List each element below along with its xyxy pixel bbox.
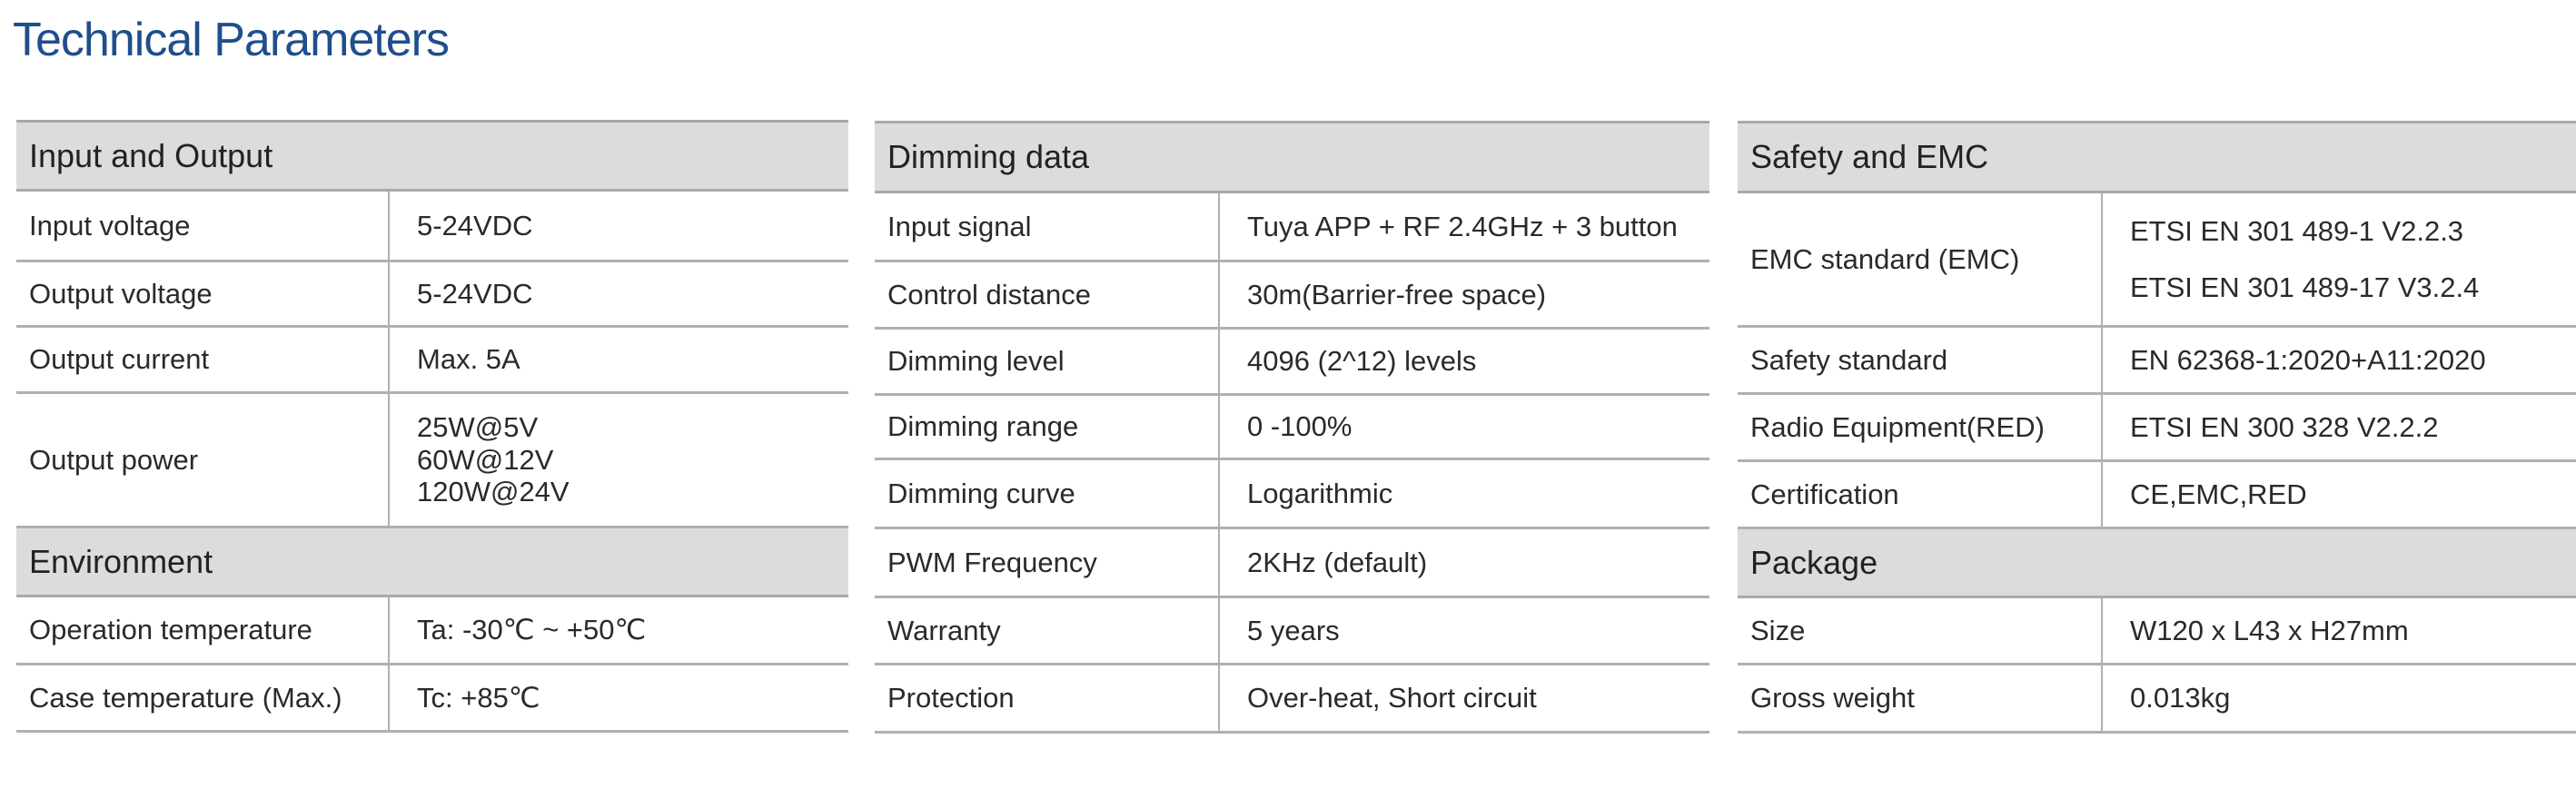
param-label: Warranty [875,598,1220,663]
table-row: Dimming level 4096 (2^12) levels [875,330,1709,396]
param-value: EN 62368-1:2020+A11:2020 [2130,343,2486,376]
table-row: Certification CE,EMC,RED [1738,462,2576,529]
param-label: Safety standard [1738,328,2103,392]
table-row: Warranty 5 years [875,598,1709,665]
param-value: ETSI EN 301 489-1 V2.2.3 ETSI EN 301 489… [2103,193,2479,325]
section-header-safety-emc: Safety and EMC [1738,123,2576,193]
table-row: Dimming curve Logarithmic [875,460,1709,529]
param-value: Tc: +85℃ [417,681,540,714]
table-row: Size W120 x L43 x H27mm [1738,598,2576,665]
param-value: Max. 5A [417,343,520,376]
param-value: 4096 (2^12) levels [1247,345,1477,378]
param-label: PWM Frequency [875,529,1220,596]
param-label: Dimming range [875,396,1220,458]
param-label: Output power [16,394,390,526]
param-value: 0 -100% [1247,410,1352,443]
param-value: ETSI EN 300 328 V2.2.2 [2130,410,2439,443]
table-row: Input voltage 5-24VDC [16,192,848,262]
param-label: Input voltage [16,192,390,260]
param-label: Protection [875,665,1220,731]
table-row: EMC standard (EMC) ETSI EN 301 489-1 V2.… [1738,193,2576,328]
table-row: Control distance 30m(Barrier-free space) [875,262,1709,330]
table-row: Output voltage 5-24VDC [16,262,848,328]
section-header-dimming: Dimming data [875,123,1709,193]
param-value: Logarithmic [1247,477,1393,509]
param-value: CE,EMC,RED [2130,478,2307,510]
param-value: 5-24VDC [417,209,533,241]
param-label: Output voltage [16,262,390,325]
param-value: 5 years [1247,614,1340,646]
input-output-table: Input and Output Input voltage 5-24VDC O… [16,120,848,733]
param-label: Case temperature (Max.) [16,665,390,730]
table-row: Gross weight 0.013kg [1738,665,2576,734]
param-value-line: ETSI EN 301 489-1 V2.2.3 [2130,214,2464,247]
table-row: Dimming range 0 -100% [875,396,1709,460]
table-row: Output current Max. 5A [16,328,848,394]
param-label: Control distance [875,262,1220,327]
param-value: 5-24VDC [417,277,533,310]
table-row: Input signal Tuya APP + RF 2.4GHz + 3 bu… [875,193,1709,262]
param-label: Input signal [875,193,1220,260]
param-label: Size [1738,598,2103,663]
table-row: Safety standard EN 62368-1:2020+A11:2020 [1738,328,2576,395]
section-header-input-output: Input and Output [16,123,848,192]
param-value: W120 x L43 x H27mm [2130,614,2409,646]
param-value: Ta: -30℃ ~ +50℃ [417,614,647,646]
table-row: Protection Over-heat, Short circuit [875,665,1709,734]
param-label: Certification [1738,462,2103,527]
param-label: Dimming level [875,330,1220,393]
param-value: 0.013kg [2130,682,2231,714]
dimming-table: Dimming data Input signal Tuya APP + RF … [875,121,1709,734]
safety-emc-table: Safety and EMC EMC standard (EMC) ETSI E… [1738,121,2576,734]
section-header-environment: Environment [16,528,848,597]
table-row: Case temperature (Max.) Tc: +85℃ [16,665,848,733]
param-value: Over-heat, Short circuit [1247,682,1537,714]
param-value-line: ETSI EN 301 489-17 V3.2.4 [2130,271,2480,303]
table-row: Operation temperature Ta: -30℃ ~ +50℃ [16,597,848,665]
param-label: Radio Equipment(RED) [1738,395,2103,459]
param-label: Dimming curve [875,460,1220,527]
table-row: Radio Equipment(RED) ETSI EN 300 328 V2.… [1738,395,2576,462]
param-value: 25W@5V 60W@12V 120W@24V [390,394,570,526]
param-value: Tuya APP + RF 2.4GHz + 3 button [1247,210,1678,242]
param-value: 30m(Barrier-free space) [1247,278,1547,310]
param-value: 2KHz (default) [1247,546,1428,578]
page-title: Technical Parameters [13,14,450,66]
table-row: PWM Frequency 2KHz (default) [875,529,1709,598]
section-header-package: Package [1738,529,2576,598]
param-value-line: 25W@5V [417,411,539,444]
param-label: Output current [16,328,390,391]
param-label: EMC standard (EMC) [1738,193,2103,325]
param-value-line: 60W@12V [417,443,554,476]
param-value-line: 120W@24V [417,476,570,508]
param-label: Operation temperature [16,597,390,663]
param-label: Gross weight [1738,665,2103,731]
table-row: Output power 25W@5V 60W@12V 120W@24V [16,394,848,528]
